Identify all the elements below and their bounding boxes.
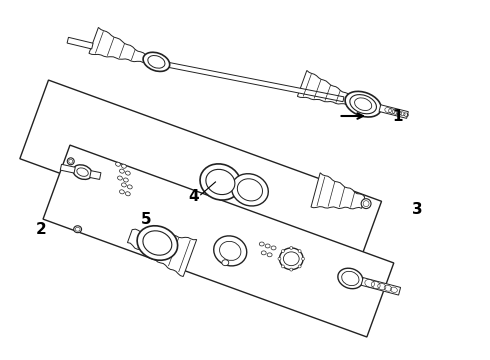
Polygon shape (20, 80, 382, 280)
Ellipse shape (355, 98, 372, 111)
Text: 1: 1 (392, 108, 403, 123)
Ellipse shape (143, 52, 170, 71)
Polygon shape (168, 62, 344, 102)
Ellipse shape (342, 271, 359, 285)
Text: 3: 3 (412, 202, 422, 217)
Ellipse shape (127, 185, 132, 189)
Ellipse shape (67, 158, 74, 165)
Ellipse shape (265, 244, 270, 248)
Ellipse shape (361, 199, 371, 208)
Ellipse shape (73, 165, 92, 179)
Ellipse shape (123, 178, 128, 182)
Ellipse shape (363, 201, 369, 207)
Polygon shape (67, 37, 93, 49)
Ellipse shape (232, 174, 269, 206)
Polygon shape (43, 145, 394, 337)
Polygon shape (90, 171, 101, 179)
Ellipse shape (237, 179, 263, 201)
Ellipse shape (200, 164, 241, 200)
Text: 2: 2 (36, 222, 47, 237)
Ellipse shape (69, 159, 73, 163)
Ellipse shape (148, 55, 165, 68)
Ellipse shape (214, 236, 247, 266)
Ellipse shape (261, 251, 266, 255)
Polygon shape (311, 173, 365, 209)
Text: 4: 4 (189, 189, 199, 204)
Ellipse shape (298, 249, 301, 253)
Ellipse shape (75, 227, 80, 231)
Ellipse shape (222, 260, 229, 266)
Ellipse shape (290, 268, 293, 271)
Ellipse shape (125, 171, 130, 175)
Polygon shape (127, 229, 196, 276)
Ellipse shape (345, 91, 381, 117)
Ellipse shape (302, 257, 305, 260)
Ellipse shape (267, 253, 272, 257)
Ellipse shape (118, 176, 122, 180)
Ellipse shape (290, 247, 293, 249)
Ellipse shape (279, 248, 303, 270)
Polygon shape (89, 27, 146, 63)
Polygon shape (379, 105, 408, 118)
Ellipse shape (120, 190, 124, 194)
Ellipse shape (338, 268, 363, 289)
Ellipse shape (206, 169, 235, 195)
Ellipse shape (120, 169, 124, 173)
Ellipse shape (283, 252, 299, 266)
Ellipse shape (278, 257, 281, 260)
Ellipse shape (74, 226, 81, 233)
Ellipse shape (281, 249, 284, 253)
Ellipse shape (350, 95, 376, 114)
Text: 5: 5 (141, 212, 152, 227)
Ellipse shape (116, 162, 121, 166)
Ellipse shape (143, 231, 172, 255)
Ellipse shape (137, 226, 178, 260)
Ellipse shape (125, 192, 130, 196)
Ellipse shape (281, 265, 284, 268)
Ellipse shape (271, 246, 276, 250)
Polygon shape (361, 278, 401, 295)
Ellipse shape (122, 164, 126, 168)
Ellipse shape (298, 265, 301, 268)
Ellipse shape (77, 168, 88, 176)
Ellipse shape (220, 241, 241, 260)
Ellipse shape (122, 183, 126, 187)
Polygon shape (297, 71, 350, 105)
Polygon shape (60, 164, 75, 173)
Ellipse shape (259, 242, 264, 246)
